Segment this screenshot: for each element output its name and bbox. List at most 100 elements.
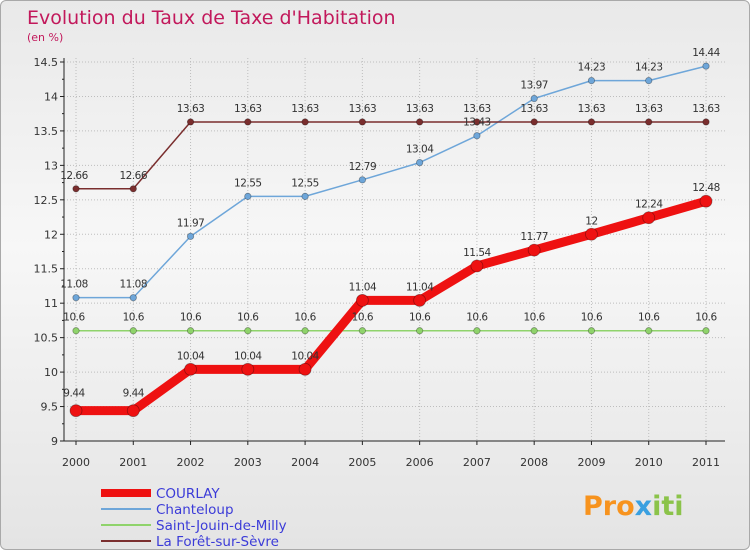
data-point (473, 132, 481, 140)
data-point (358, 176, 366, 184)
data-label: 10.04 (234, 350, 262, 362)
x-tick-label: 2006 (406, 456, 434, 469)
data-point (186, 232, 195, 240)
data-point (358, 327, 366, 335)
y-tick-label: 12.5 (34, 194, 59, 207)
data-point (72, 185, 80, 193)
data-point (416, 327, 424, 335)
data-label: 13.63 (520, 103, 548, 115)
data-label: 12.79 (349, 161, 377, 173)
x-tick-label: 2007 (463, 456, 491, 469)
data-label: 9.44 (123, 388, 145, 400)
data-label: 12.66 (60, 170, 88, 182)
data-label: 14.23 (578, 62, 606, 74)
data-label: 13.97 (520, 80, 548, 92)
data-point (645, 118, 653, 126)
legend-label: La Forêt-sur-Sèvre (156, 534, 279, 550)
data-point (244, 327, 252, 335)
data-point (358, 118, 366, 126)
data-point (645, 327, 653, 335)
data-label: 10.6 (466, 312, 488, 324)
chart-title: Evolution du Taux de Taxe d'Habitation (27, 7, 396, 29)
data-label: 11.04 (349, 281, 377, 293)
series-line-La Forêt-sur-Sèvre (76, 121, 706, 190)
data-label: 13.63 (177, 103, 205, 115)
y-tick-label: 13.5 (34, 125, 59, 138)
data-point (413, 294, 427, 307)
data-label: 11.04 (406, 281, 434, 293)
data-point (186, 118, 195, 126)
data-point (473, 327, 481, 335)
x-tick-label: 2000 (62, 456, 90, 469)
data-label: 10.6 (180, 312, 202, 324)
data-point (126, 404, 140, 418)
data-label: 9.44 (63, 388, 85, 400)
y-tick-label: 9 (51, 435, 58, 448)
data-point (645, 77, 653, 85)
data-label: 13.04 (406, 144, 434, 156)
data-label: 11.97 (177, 217, 205, 229)
data-label: 10.6 (581, 312, 603, 324)
y-tick-label: 14 (44, 90, 58, 103)
data-point (530, 327, 538, 335)
data-label: 12 (585, 215, 597, 227)
x-tick-label: 2009 (577, 456, 605, 469)
data-label: 13.63 (406, 103, 434, 115)
data-point (473, 118, 481, 126)
data-point (69, 404, 83, 418)
x-tick-label: 2002 (177, 456, 205, 469)
data-label: 10.6 (695, 312, 717, 324)
data-label: 10.6 (352, 312, 374, 324)
data-point (186, 327, 195, 335)
data-label: 13.63 (234, 103, 262, 115)
data-point (355, 294, 369, 307)
x-tick-label: 2004 (291, 456, 319, 469)
data-label: 10.04 (291, 350, 319, 362)
data-point (702, 118, 710, 126)
data-point (527, 243, 541, 257)
data-point (129, 185, 137, 193)
data-label: 10.6 (638, 312, 660, 324)
data-label: 11.54 (463, 247, 491, 259)
proxiti-logo: Proxiti (583, 491, 684, 522)
data-point (241, 362, 255, 376)
data-point (587, 118, 596, 126)
legend-label: COURLAY (156, 486, 220, 502)
data-point (416, 118, 424, 126)
x-tick-label: 2001 (119, 456, 147, 469)
y-tick-label: 9.5 (41, 401, 59, 414)
data-label: 13.63 (291, 103, 319, 115)
y-tick-label: 11.5 (34, 263, 59, 276)
series-line-COURLAY (76, 196, 708, 416)
data-label: 11.08 (119, 279, 147, 291)
y-tick-label: 11 (44, 297, 58, 310)
data-label: 13.63 (692, 103, 720, 115)
data-point (702, 327, 710, 335)
data-point (72, 294, 80, 302)
data-point (129, 327, 137, 335)
data-label: 11.77 (520, 231, 548, 243)
y-tick-label: 10.5 (34, 332, 59, 345)
x-tick-label: 2005 (348, 456, 376, 469)
data-label: 10.6 (294, 312, 316, 324)
data-label: 13.63 (578, 103, 606, 115)
series-line-Chanteloup (76, 65, 707, 299)
data-point (587, 327, 596, 335)
data-label: 10.6 (523, 312, 545, 324)
data-label: 13.63 (463, 103, 491, 115)
data-point (244, 192, 252, 200)
data-point (585, 227, 598, 241)
legend-label: Saint-Jouin-de-Milly (156, 518, 287, 534)
data-point (416, 159, 424, 167)
data-label: 10.6 (123, 312, 145, 324)
data-label: 14.44 (692, 47, 720, 59)
data-point (298, 362, 312, 376)
data-label: 13.63 (349, 103, 377, 115)
x-tick-label: 2008 (520, 456, 548, 469)
data-point (699, 194, 713, 208)
data-point (184, 362, 197, 376)
x-tick-label: 2010 (635, 456, 663, 469)
data-point (530, 118, 538, 126)
